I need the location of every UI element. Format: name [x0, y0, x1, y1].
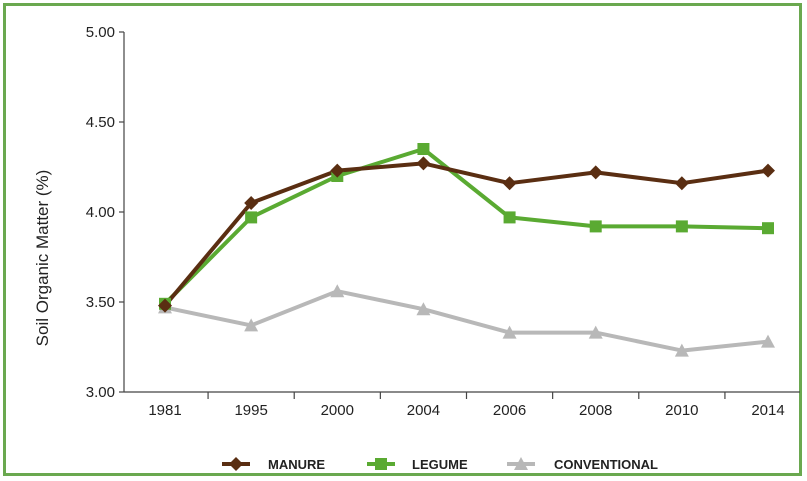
legend-swatch-marker [229, 457, 243, 471]
manure-point [158, 298, 172, 313]
manure-point [761, 163, 775, 178]
manure-point [502, 176, 517, 191]
conventional-point [502, 325, 517, 339]
conventional-point [588, 325, 603, 339]
legend-label: MANURE [268, 457, 325, 472]
series-markers [158, 143, 775, 357]
x-tick-label: 2000 [321, 402, 354, 419]
legend-item-conventional: CONVENTIONAL [507, 457, 658, 472]
legend-item-manure: MANURE [222, 457, 325, 472]
y-tick-label: 5.00 [86, 24, 115, 41]
legume-point [762, 222, 774, 235]
x-tick-label: 2008 [579, 402, 612, 419]
x-tick-label: 1981 [148, 402, 181, 419]
series-lines [163, 147, 769, 353]
manure-series-line [163, 161, 769, 307]
manure-point [588, 165, 603, 180]
manure-point [416, 156, 431, 171]
legume-point [675, 220, 688, 233]
y-tick-label: 4.00 [86, 204, 115, 221]
axes: 5.00 4.50 4.00 3.50 3.00 1981 1995 2000 2004 2006… [86, 24, 800, 419]
y-tick-label: 4.50 [86, 114, 115, 131]
legend-swatch-marker [514, 457, 528, 470]
legume-point [589, 220, 602, 233]
legend: MANURE LEGUME CONVENTIONAL [222, 457, 658, 472]
conventional-series-line [164, 289, 769, 353]
x-tick-label: 2010 [665, 402, 698, 419]
manure-point [674, 176, 689, 191]
conventional-point [416, 302, 431, 316]
legume-point [417, 143, 430, 155]
legend-label: LEGUME [412, 457, 468, 472]
conventional-point [761, 334, 775, 348]
conventional-point [674, 343, 689, 357]
x-tick-label: 1995 [234, 402, 267, 419]
conventional-point [330, 284, 345, 298]
legend-item-legume: LEGUME [367, 457, 468, 472]
y-tick-label: 3.50 [86, 294, 115, 311]
conventional-point [244, 318, 259, 332]
manure-point [330, 163, 345, 178]
legume-point [245, 211, 258, 224]
x-tick-label: 2006 [493, 402, 526, 419]
x-tick-label: 2014 [751, 402, 784, 419]
manure-point [244, 196, 259, 210]
legend-swatch-marker [375, 458, 387, 470]
y-tick-label: 3.00 [86, 384, 115, 401]
x-tick-label: 2004 [407, 402, 440, 419]
legend-label: CONVENTIONAL [554, 457, 658, 472]
legume-point [503, 211, 516, 224]
y-axis-title: Soil Organic Matter (%) [33, 170, 52, 347]
chart-frame [3, 3, 802, 476]
legume-series-line [163, 147, 769, 306]
